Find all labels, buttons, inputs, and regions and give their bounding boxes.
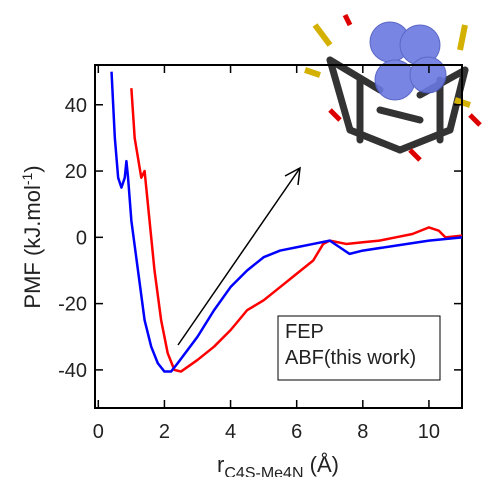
- y-tick-label: 40: [65, 95, 87, 117]
- x-label-main: r: [217, 452, 224, 477]
- x-tick-label: 4: [225, 421, 236, 443]
- x-label-sub: C4S-Me4N: [224, 465, 303, 477]
- legend-box: [277, 315, 441, 381]
- molecule: [304, 13, 482, 162]
- arrow: [177, 167, 301, 346]
- arrow-head: [284, 166, 301, 186]
- x-tick-label: 2: [159, 421, 170, 443]
- line-series: [110, 71, 463, 373]
- legend-label: ABF(this work): [285, 347, 416, 369]
- y-label-end: ): [20, 165, 45, 172]
- x-tick-label: 8: [357, 421, 368, 443]
- y-tick-label: 20: [65, 161, 87, 183]
- y-label-main: PMF (kJ.mol: [20, 185, 45, 308]
- y-label-sup: -1: [19, 173, 35, 186]
- y-tick-label: 0: [76, 227, 87, 249]
- y-axis-label: PMF (kJ.mol-1): [19, 165, 45, 308]
- x-tick-label: 0: [93, 421, 104, 443]
- legend-label: FEP: [285, 321, 324, 343]
- line-series: [130, 88, 463, 373]
- x-tick-label: 10: [418, 421, 440, 443]
- y-tick-label: -40: [58, 360, 87, 382]
- x-axis-label: rC4S-Me4N (Å): [217, 452, 339, 477]
- x-tick-label: 6: [291, 421, 302, 443]
- x-label-end: (Å): [304, 452, 339, 477]
- y-tick-label: -20: [58, 294, 87, 316]
